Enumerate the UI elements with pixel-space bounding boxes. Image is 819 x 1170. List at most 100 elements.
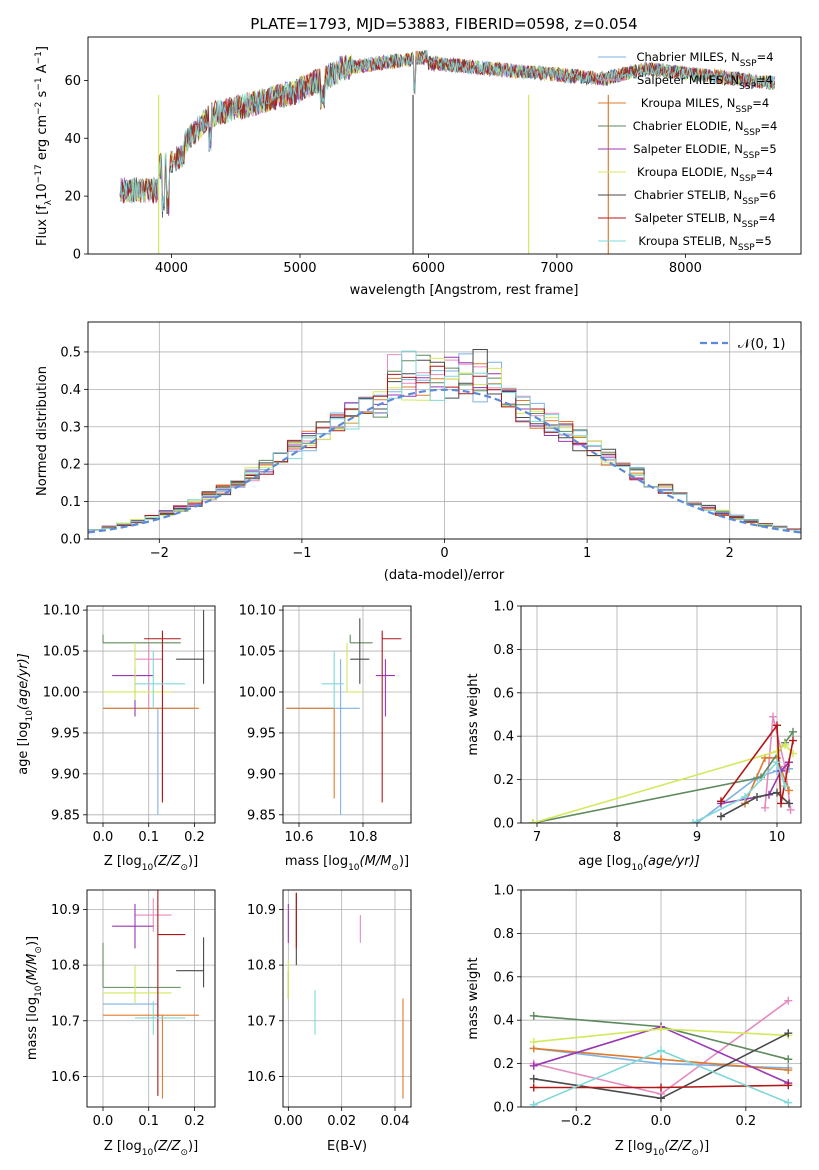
legend-entry-salpeter_miles: Salpeter MILES, NSSP=4 xyxy=(637,73,773,92)
errorbar-kroupa_elodie xyxy=(103,965,172,1005)
y-tick-label: 10.00 xyxy=(239,685,276,700)
x-tick-label: 0.00 xyxy=(274,1114,303,1129)
residuals-x-axis-label: (data-model)/error xyxy=(384,568,505,583)
y-tick-label: 0.6 xyxy=(493,686,514,701)
label-part: SSP xyxy=(742,220,759,230)
mass_weight_vs_Z-grid xyxy=(521,890,801,1107)
label-part: Salpeter STELIB, N xyxy=(635,211,742,225)
y-tick-label: 9.95 xyxy=(247,726,276,741)
weight-line-kroupa_miles xyxy=(744,757,790,804)
label-part: ⊙ xyxy=(180,863,188,873)
y-tick-label: 0.1 xyxy=(60,495,81,510)
label-part: (M/M xyxy=(360,854,392,869)
errorbar-chabrier_stelib xyxy=(176,937,205,988)
label-part: erg cm xyxy=(35,115,50,164)
legend-entry-normal: 𝒩(0, 1) xyxy=(738,337,785,352)
label-part: Chabrier ELODIE, N xyxy=(633,119,744,133)
label-part: =4 xyxy=(756,73,773,87)
label-part: Z [log xyxy=(104,1139,142,1154)
age-vs-mass-x-axis-label: mass [log10(M/M⊙)] xyxy=(285,854,409,873)
x-tick-label: 6000 xyxy=(412,261,445,276)
label-part: Salpeter ELODIE, N xyxy=(633,142,743,156)
label-part: )] xyxy=(25,936,40,946)
weight-marker-kroupa_elodie xyxy=(529,819,537,823)
label-part: −2 xyxy=(34,102,44,115)
x-tick-label: −1 xyxy=(292,546,311,561)
label-part: (Z/Z xyxy=(153,854,181,869)
mass_vs_Z-panel: 0.0 0.1 0.210.610.710.810.9Z [log10(Z/Z⊙)]… xyxy=(25,889,216,1158)
x-tick-label: 0.0 xyxy=(651,1114,672,1129)
mass_weight_vs_age-frame xyxy=(520,605,802,824)
y-tick-label: 10.05 xyxy=(43,645,80,660)
weight-marker-kroupa_miles xyxy=(657,1055,665,1064)
label-part: 10 xyxy=(631,863,643,873)
x-tick-label: −0.2 xyxy=(560,1114,592,1129)
weight-marker-chabrier_elodie xyxy=(789,727,797,736)
label-part: age [log xyxy=(16,722,31,775)
mass_weight_vs_Z-panel: −0.2 0.0 0.2 0.0 0.2 0.4 0.6 0.8 1.0 mass weight Z… xyxy=(466,884,802,1158)
errorbar-kroupa_stelib xyxy=(135,1001,186,1035)
errorbar-salpeter_stelib xyxy=(381,630,402,803)
weight-marker-kroupa_stelib xyxy=(784,1098,793,1107)
y-tick-label: 9.90 xyxy=(247,767,276,782)
label-part: (age/yr)] xyxy=(16,653,31,710)
label-part: Z [log xyxy=(615,1139,653,1154)
x-tick-label: 0.2 xyxy=(184,830,205,845)
mass-vs-Z-x-axis-label: Z [log10(Z/Z⊙)] xyxy=(104,1139,198,1158)
weight-line-salpeter_stelib xyxy=(720,723,794,804)
residuals-y-axis-label: Normed distribution xyxy=(35,366,50,496)
label-part: mass [log xyxy=(285,854,348,869)
weight-marker-kroupa_stelib xyxy=(689,819,697,823)
label-part: SSP xyxy=(739,174,756,184)
mass_weight_vs_age-y-axis-label: mass weight xyxy=(466,673,481,755)
y-tick-label: 0.3 xyxy=(60,420,81,435)
label-part: )] xyxy=(188,1139,198,1154)
y-tick-label: 10.05 xyxy=(239,645,276,660)
weight-marker-kroupa_stelib xyxy=(773,758,781,767)
y-tick-label: 10.6 xyxy=(247,1070,276,1085)
weight-marker-kroupa_stelib xyxy=(529,1100,538,1107)
y-tick-label: 20 xyxy=(64,190,81,205)
residuals-panel: −2 −1 0 1 2 0.0 0.1 0.2 0.3 0.4 0.5 𝒩(0, 1) (data-mo… xyxy=(35,321,802,583)
age-vs-Z-x-axis-label: Z [log10(Z/Z⊙)] xyxy=(104,854,198,873)
age_vs_mass-frame xyxy=(282,605,412,824)
label-part: mass [log xyxy=(25,997,40,1060)
y-tick-label: 0.0 xyxy=(60,533,81,548)
label-part: (Z/Z xyxy=(153,1139,181,1154)
age_vs_Z-plot xyxy=(87,606,215,823)
label-part: SSP xyxy=(739,82,756,92)
y-tick-label: 10.9 xyxy=(51,903,80,918)
label-part: Chabrier STELIB, N xyxy=(634,188,742,202)
y-tick-label: 1.0 xyxy=(493,884,514,899)
y-tick-label: 10.6 xyxy=(51,1070,80,1085)
label-part: )] xyxy=(188,854,198,869)
y-tick-label: 9.95 xyxy=(51,726,80,741)
x-tick-label: 1 xyxy=(583,546,591,561)
mass_weight_vs_age-panel: 7 8 9 10 0.0 0.2 0.4 0.6 0.8 1.0 mass weight age [l… xyxy=(466,600,802,873)
y-tick-label: 10.8 xyxy=(247,959,276,974)
errorbar-salpeter_stelib xyxy=(144,630,181,803)
label-part: ⊙ xyxy=(34,946,44,954)
label-part: (M/M xyxy=(25,954,40,986)
spectrum-y-axis-label: Flux [fλ10−17 erg cm−2 s−1 A−1] xyxy=(34,46,54,246)
errorbar-kroupa_miles xyxy=(103,1014,199,1099)
label-part: SSP xyxy=(740,59,757,69)
weight-marker-chabrier_elodie xyxy=(784,1055,793,1064)
x-tick-label: 5000 xyxy=(283,261,316,276)
y-tick-label: 10.7 xyxy=(247,1014,276,1029)
label-part: SSP xyxy=(743,128,760,138)
x-tick-label: 0.1 xyxy=(138,830,159,845)
weight-marker-chabrier_stelib xyxy=(784,1029,793,1038)
y-tick-label: 0.2 xyxy=(60,458,81,473)
legend-entry-kroupa_miles: Kroupa MILES, NSSP=4 xyxy=(641,96,769,115)
label-part: −1 xyxy=(34,51,44,64)
legend-entry-kroupa_elodie: Kroupa ELODIE, NSSP=4 xyxy=(637,165,773,184)
label-part: 10 xyxy=(35,183,50,200)
label-part: (age/yr)] xyxy=(643,854,700,869)
label-part: Kroupa MILES, N xyxy=(641,96,736,110)
label-part: 10 xyxy=(348,863,360,873)
errorbar-chabrier_stelib xyxy=(176,610,205,684)
spectrum-x-axis-label: wavelength [Angstrom, rest frame] xyxy=(350,283,579,298)
y-tick-label: 0.0 xyxy=(493,817,514,832)
